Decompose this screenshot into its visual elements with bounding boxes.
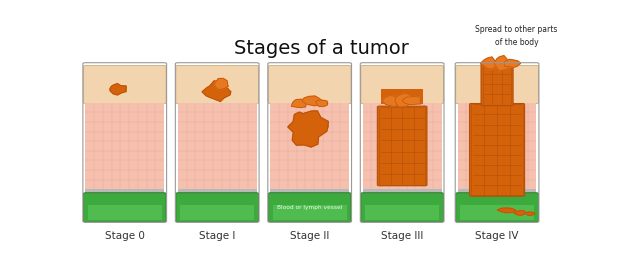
Polygon shape	[402, 96, 421, 105]
Bar	[363, 189, 441, 194]
Text: Stage 0: Stage 0	[105, 231, 144, 241]
FancyBboxPatch shape	[84, 193, 166, 222]
FancyBboxPatch shape	[470, 104, 524, 196]
FancyBboxPatch shape	[268, 193, 351, 222]
FancyBboxPatch shape	[456, 66, 538, 104]
Polygon shape	[214, 78, 228, 90]
Bar	[178, 103, 257, 189]
Polygon shape	[494, 56, 511, 71]
Polygon shape	[395, 93, 411, 107]
Bar	[85, 189, 164, 194]
Polygon shape	[514, 211, 525, 215]
Text: Blood or lymph vessel: Blood or lymph vessel	[277, 205, 342, 210]
Bar	[85, 103, 164, 189]
Text: Stage III: Stage III	[381, 231, 423, 241]
Bar	[178, 189, 257, 194]
Bar	[273, 205, 347, 220]
Bar	[88, 205, 162, 220]
Bar	[363, 103, 441, 189]
Polygon shape	[382, 96, 399, 106]
FancyBboxPatch shape	[176, 66, 259, 104]
Polygon shape	[291, 99, 306, 108]
Polygon shape	[110, 84, 126, 95]
Polygon shape	[526, 212, 535, 216]
Bar	[381, 89, 423, 104]
Bar	[458, 189, 536, 194]
Text: Stage I: Stage I	[199, 231, 236, 241]
Polygon shape	[288, 111, 328, 147]
Polygon shape	[480, 57, 498, 69]
FancyBboxPatch shape	[377, 106, 427, 186]
Polygon shape	[202, 81, 230, 101]
FancyBboxPatch shape	[456, 193, 538, 222]
Bar	[180, 205, 254, 220]
Polygon shape	[316, 100, 328, 106]
FancyBboxPatch shape	[361, 193, 443, 222]
Bar	[365, 205, 439, 220]
Text: Stage IV: Stage IV	[475, 231, 519, 241]
Text: Stages of a tumor: Stages of a tumor	[234, 39, 409, 58]
FancyBboxPatch shape	[481, 62, 513, 106]
Bar	[270, 189, 349, 194]
FancyBboxPatch shape	[84, 66, 166, 104]
Bar	[270, 103, 349, 189]
Text: Stage II: Stage II	[290, 231, 329, 241]
Polygon shape	[504, 59, 521, 67]
FancyBboxPatch shape	[361, 66, 443, 104]
Polygon shape	[302, 96, 323, 106]
Polygon shape	[497, 208, 516, 213]
Bar	[458, 103, 536, 189]
Bar	[460, 205, 534, 220]
FancyBboxPatch shape	[268, 66, 351, 104]
FancyBboxPatch shape	[176, 193, 259, 222]
Text: Spread to other parts
of the body: Spread to other parts of the body	[475, 25, 558, 46]
